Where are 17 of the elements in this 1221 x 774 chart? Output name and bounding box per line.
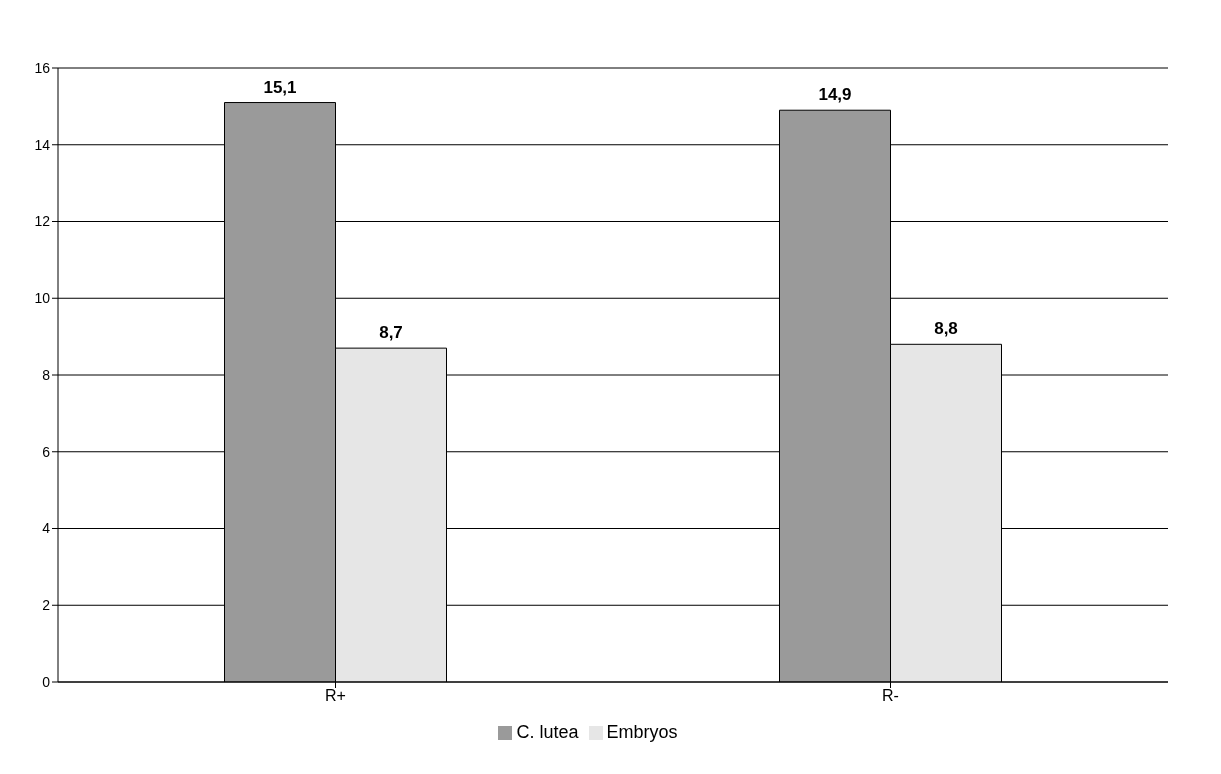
data-label: 8,7 xyxy=(379,323,403,343)
legend-label: C. lutea xyxy=(516,722,579,742)
y-tick-label: 8 xyxy=(42,366,51,383)
y-tick-label: 2 xyxy=(42,597,51,614)
y-tick-label: 12 xyxy=(34,213,51,230)
data-label: 15,1 xyxy=(263,77,297,97)
y-tick-label: 6 xyxy=(42,443,51,460)
y-tick-label: 10 xyxy=(34,290,51,307)
x-tick-label: R- xyxy=(882,687,899,705)
y-tick-label: 4 xyxy=(42,520,51,537)
data-label: 8,8 xyxy=(934,319,958,339)
data-label: 14,9 xyxy=(818,85,852,105)
y-tick-label: 0 xyxy=(42,673,51,690)
y-tick-label: 16 xyxy=(34,59,51,76)
legend-label: Embryos xyxy=(606,722,678,742)
x-tick-label: R+ xyxy=(325,687,346,705)
y-tick-label: 14 xyxy=(34,136,51,153)
